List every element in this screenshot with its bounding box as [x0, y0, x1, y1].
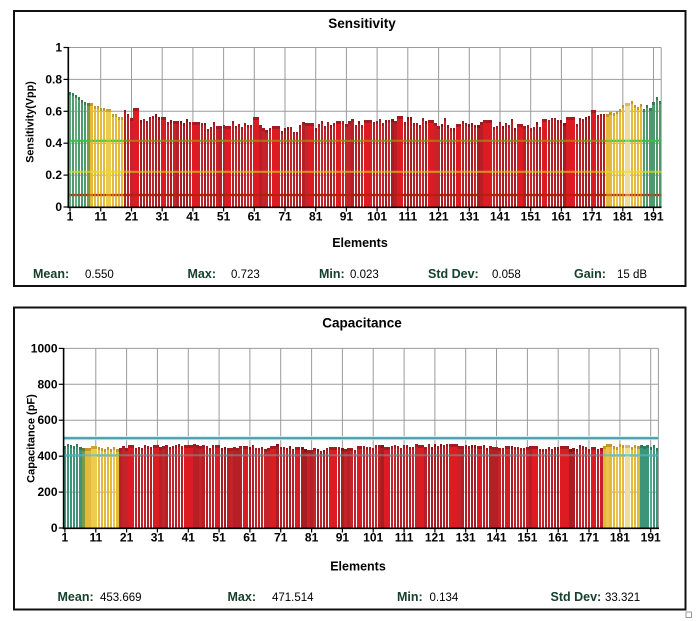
svg-text:121: 121 — [425, 531, 445, 545]
svg-text:21: 21 — [125, 210, 139, 224]
svg-text:Mean:: Mean: — [33, 267, 69, 281]
svg-text:71: 71 — [274, 531, 288, 545]
svg-text:141: 141 — [490, 210, 510, 224]
svg-text:Sensitivity(Vpp): Sensitivity(Vpp) — [25, 81, 37, 163]
svg-text:Sensitivity: Sensitivity — [328, 16, 396, 31]
svg-text:101: 101 — [363, 531, 383, 545]
svg-text:0: 0 — [55, 200, 62, 214]
svg-text:1: 1 — [67, 210, 74, 224]
svg-text:400: 400 — [37, 449, 57, 463]
svg-text:1000: 1000 — [31, 341, 58, 355]
svg-text:181: 181 — [610, 531, 630, 545]
svg-text:41: 41 — [182, 531, 196, 545]
svg-text:151: 151 — [521, 210, 541, 224]
svg-text:151: 151 — [517, 531, 537, 545]
svg-text:Min:: Min: — [397, 590, 423, 604]
svg-text:0.8: 0.8 — [45, 72, 62, 86]
svg-text:1: 1 — [62, 531, 69, 545]
svg-text:0.550: 0.550 — [85, 269, 114, 281]
svg-text:111: 111 — [395, 531, 414, 545]
svg-text:Min:: Min: — [319, 267, 345, 281]
svg-text:Max:: Max: — [228, 590, 256, 604]
svg-text:11: 11 — [89, 531, 102, 545]
svg-text:0.134: 0.134 — [430, 592, 459, 604]
svg-text:41: 41 — [186, 210, 200, 224]
svg-text:101: 101 — [367, 210, 387, 224]
svg-text:600: 600 — [37, 413, 57, 427]
svg-text:453.669: 453.669 — [100, 592, 142, 604]
svg-text:21: 21 — [120, 531, 134, 545]
svg-text:33.321: 33.321 — [605, 592, 640, 604]
svg-text:Std Dev:: Std Dev: — [551, 590, 602, 604]
svg-text:200: 200 — [37, 485, 57, 499]
svg-text:15 dB: 15 dB — [617, 269, 647, 281]
svg-text:91: 91 — [340, 210, 354, 224]
svg-text:11: 11 — [94, 210, 107, 224]
svg-text:111: 111 — [398, 210, 417, 224]
svg-text:171: 171 — [582, 210, 602, 224]
svg-text:61: 61 — [248, 210, 262, 224]
svg-text:Gain:: Gain: — [574, 267, 606, 281]
svg-text:141: 141 — [486, 531, 506, 545]
svg-text:Capacitance: Capacitance — [322, 316, 402, 331]
svg-text:0: 0 — [51, 521, 58, 535]
svg-text:Mean:: Mean: — [58, 590, 94, 604]
svg-text:Std Dev:: Std Dev: — [428, 267, 479, 281]
svg-text:181: 181 — [613, 210, 633, 224]
svg-text:0.2: 0.2 — [45, 168, 62, 182]
svg-text:0.723: 0.723 — [231, 269, 260, 281]
svg-text:471.514: 471.514 — [272, 592, 314, 604]
svg-text:71: 71 — [278, 210, 292, 224]
svg-text:1: 1 — [55, 41, 62, 55]
svg-text:Max:: Max: — [188, 267, 216, 281]
svg-text:171: 171 — [579, 531, 599, 545]
svg-text:131: 131 — [459, 210, 479, 224]
svg-text:Elements: Elements — [330, 560, 386, 574]
svg-text:161: 161 — [548, 531, 568, 545]
svg-text:800: 800 — [37, 377, 57, 391]
svg-text:191: 191 — [641, 531, 661, 545]
svg-text:131: 131 — [456, 531, 476, 545]
svg-text:51: 51 — [212, 531, 226, 545]
svg-text:121: 121 — [429, 210, 449, 224]
svg-text:191: 191 — [643, 210, 663, 224]
svg-text:61: 61 — [243, 531, 257, 545]
svg-text:161: 161 — [551, 210, 571, 224]
svg-text:31: 31 — [156, 210, 170, 224]
svg-text:0.058: 0.058 — [492, 269, 521, 281]
svg-text:91: 91 — [336, 531, 350, 545]
svg-text:0.023: 0.023 — [350, 269, 379, 281]
svg-text:51: 51 — [217, 210, 231, 224]
svg-text:81: 81 — [305, 531, 319, 545]
svg-text:81: 81 — [309, 210, 323, 224]
svg-text:31: 31 — [151, 531, 165, 545]
svg-text:Elements: Elements — [332, 236, 388, 250]
svg-text:0.6: 0.6 — [45, 104, 62, 118]
svg-text:Capacitance (pF): Capacitance (pF) — [26, 394, 38, 483]
svg-text:0.4: 0.4 — [45, 136, 62, 150]
